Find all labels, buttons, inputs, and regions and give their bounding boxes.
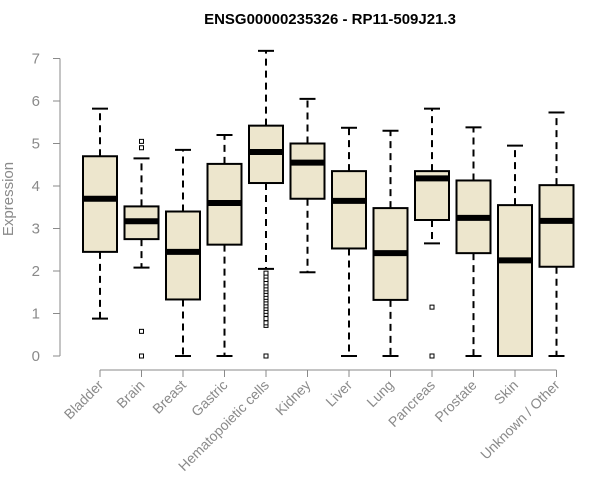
y-tick-label: 0: [32, 348, 40, 365]
outlier-point: [139, 328, 144, 334]
y-axis: 0 1 2 3 4 5 6 7: [32, 51, 61, 365]
iqr-box: [165, 210, 201, 301]
box-pancreas: [414, 107, 450, 359]
box-hematopoietic-cells: [248, 49, 284, 359]
box-skin: [497, 144, 533, 357]
box-liver: [331, 126, 367, 357]
box-kidney: [289, 97, 326, 274]
y-tick-label: 7: [32, 51, 40, 68]
box-breast: [165, 148, 201, 357]
box-prostate: [455, 126, 492, 357]
x-tick-label: Breast: [149, 377, 189, 417]
plot-area: [82, 49, 575, 359]
iqr-box: [82, 155, 118, 253]
outlier-point: [263, 316, 269, 322]
x-tick-label: Brain: [113, 377, 147, 411]
x-tick-label: Skin: [491, 377, 522, 408]
outlier-point: [429, 304, 435, 310]
y-tick-label: 3: [32, 221, 40, 238]
box-gastric: [206, 134, 243, 357]
outlier-point: [139, 353, 144, 359]
iqr-box: [538, 184, 575, 268]
iqr-box: [497, 204, 533, 357]
y-tick-label: 5: [32, 136, 40, 153]
outlier-point: [139, 138, 144, 144]
x-tick-label: Kidney: [272, 377, 314, 419]
outlier-point: [263, 320, 269, 326]
iqr-box: [289, 142, 326, 200]
y-tick-label: 6: [32, 93, 40, 110]
box-brain: [123, 138, 160, 359]
y-tick-label: 2: [32, 263, 40, 280]
x-tick-label: Unknown / Other: [477, 377, 563, 463]
y-axis-label: Expression: [0, 162, 17, 236]
outlier-point: [263, 270, 269, 276]
box-lung: [372, 129, 409, 357]
chart-title: ENSG00000235326 - RP11-509J21.3: [204, 11, 456, 28]
x-tick-label: Bladder: [61, 377, 107, 423]
iqr-box: [331, 170, 367, 250]
box-unknown-other: [538, 111, 575, 357]
x-tick-label: Lung: [363, 377, 396, 410]
box-bladder: [82, 107, 118, 320]
x-tick-label: Prostate: [431, 377, 479, 425]
outlier-point: [429, 353, 435, 359]
x-tick-label: Liver: [322, 377, 355, 410]
y-tick-label: 4: [32, 178, 40, 195]
y-tick-label: 1: [32, 306, 40, 323]
outlier-point: [139, 145, 144, 151]
outlier-point: [263, 353, 269, 359]
